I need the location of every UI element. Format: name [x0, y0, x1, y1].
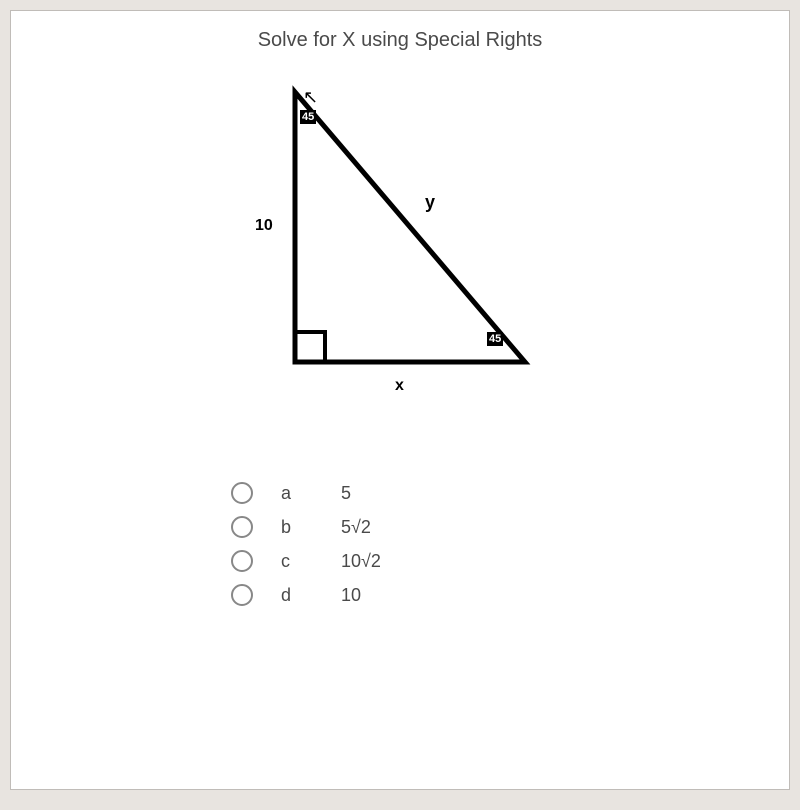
option-letter-b: b — [281, 517, 341, 538]
option-value-d: 10 — [341, 585, 361, 606]
triangle-svg — [225, 82, 575, 402]
radio-b[interactable] — [231, 516, 253, 538]
bottom-leg-label: x — [395, 377, 404, 395]
radio-a[interactable] — [231, 482, 253, 504]
question-card: Solve for X using Special Rights ↖ 45 10… — [10, 10, 790, 790]
right-angle-label: 45 — [487, 332, 503, 346]
option-d[interactable]: d 10 — [231, 584, 789, 606]
top-angle-label: 45 — [300, 110, 316, 124]
option-letter-c: c — [281, 551, 341, 572]
option-b[interactable]: b 5√2 — [231, 516, 789, 538]
option-a[interactable]: a 5 — [231, 482, 789, 504]
cursor-icon: ↖ — [303, 87, 318, 108]
left-leg-label: 10 — [255, 217, 273, 235]
option-letter-a: a — [281, 483, 341, 504]
option-c[interactable]: c 10√2 — [231, 550, 789, 572]
hypotenuse-label: y — [425, 192, 435, 213]
radio-c[interactable] — [231, 550, 253, 572]
triangle-shape — [295, 92, 525, 362]
option-value-c: 10√2 — [341, 551, 381, 572]
question-title: Solve for X using Special Rights — [11, 11, 789, 72]
option-letter-d: d — [281, 585, 341, 606]
answer-options: a 5 b 5√2 c 10√2 d 10 — [231, 482, 789, 606]
triangle-diagram: ↖ 45 10 y 45 x — [225, 82, 575, 402]
right-angle-marker — [295, 332, 325, 362]
option-value-b: 5√2 — [341, 517, 371, 538]
radio-d[interactable] — [231, 584, 253, 606]
option-value-a: 5 — [341, 483, 351, 504]
